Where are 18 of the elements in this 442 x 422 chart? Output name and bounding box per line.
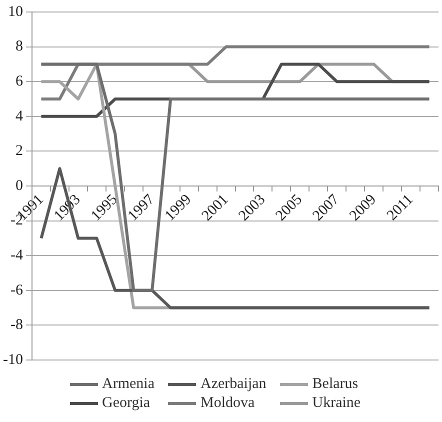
legend-label: Azerbaijan [200, 376, 266, 393]
y-tick-label: 2 [15, 143, 23, 160]
y-tick-label: 10 [8, 4, 23, 20]
legend-label: Armenia [102, 376, 154, 393]
x-tick-label: 1999 [162, 192, 195, 224]
y-tick-label: -10 [2, 352, 23, 368]
y-tick-label: 4 [15, 108, 24, 124]
legend-label: Belarus [312, 376, 358, 393]
legend-label: Georgia [102, 395, 150, 412]
y-tick-label: -8 [10, 317, 23, 334]
y-tick-label: -6 [10, 282, 24, 298]
y-tick-label: 8 [15, 38, 23, 55]
y-tick-label: 6 [15, 74, 24, 90]
legend-label: Ukraine [312, 395, 361, 412]
y-tick-label: 0 [15, 178, 23, 194]
x-tick-label: 2011 [384, 192, 416, 224]
legend-label: Moldova [200, 395, 255, 412]
y-tick-label: -4 [10, 248, 24, 264]
